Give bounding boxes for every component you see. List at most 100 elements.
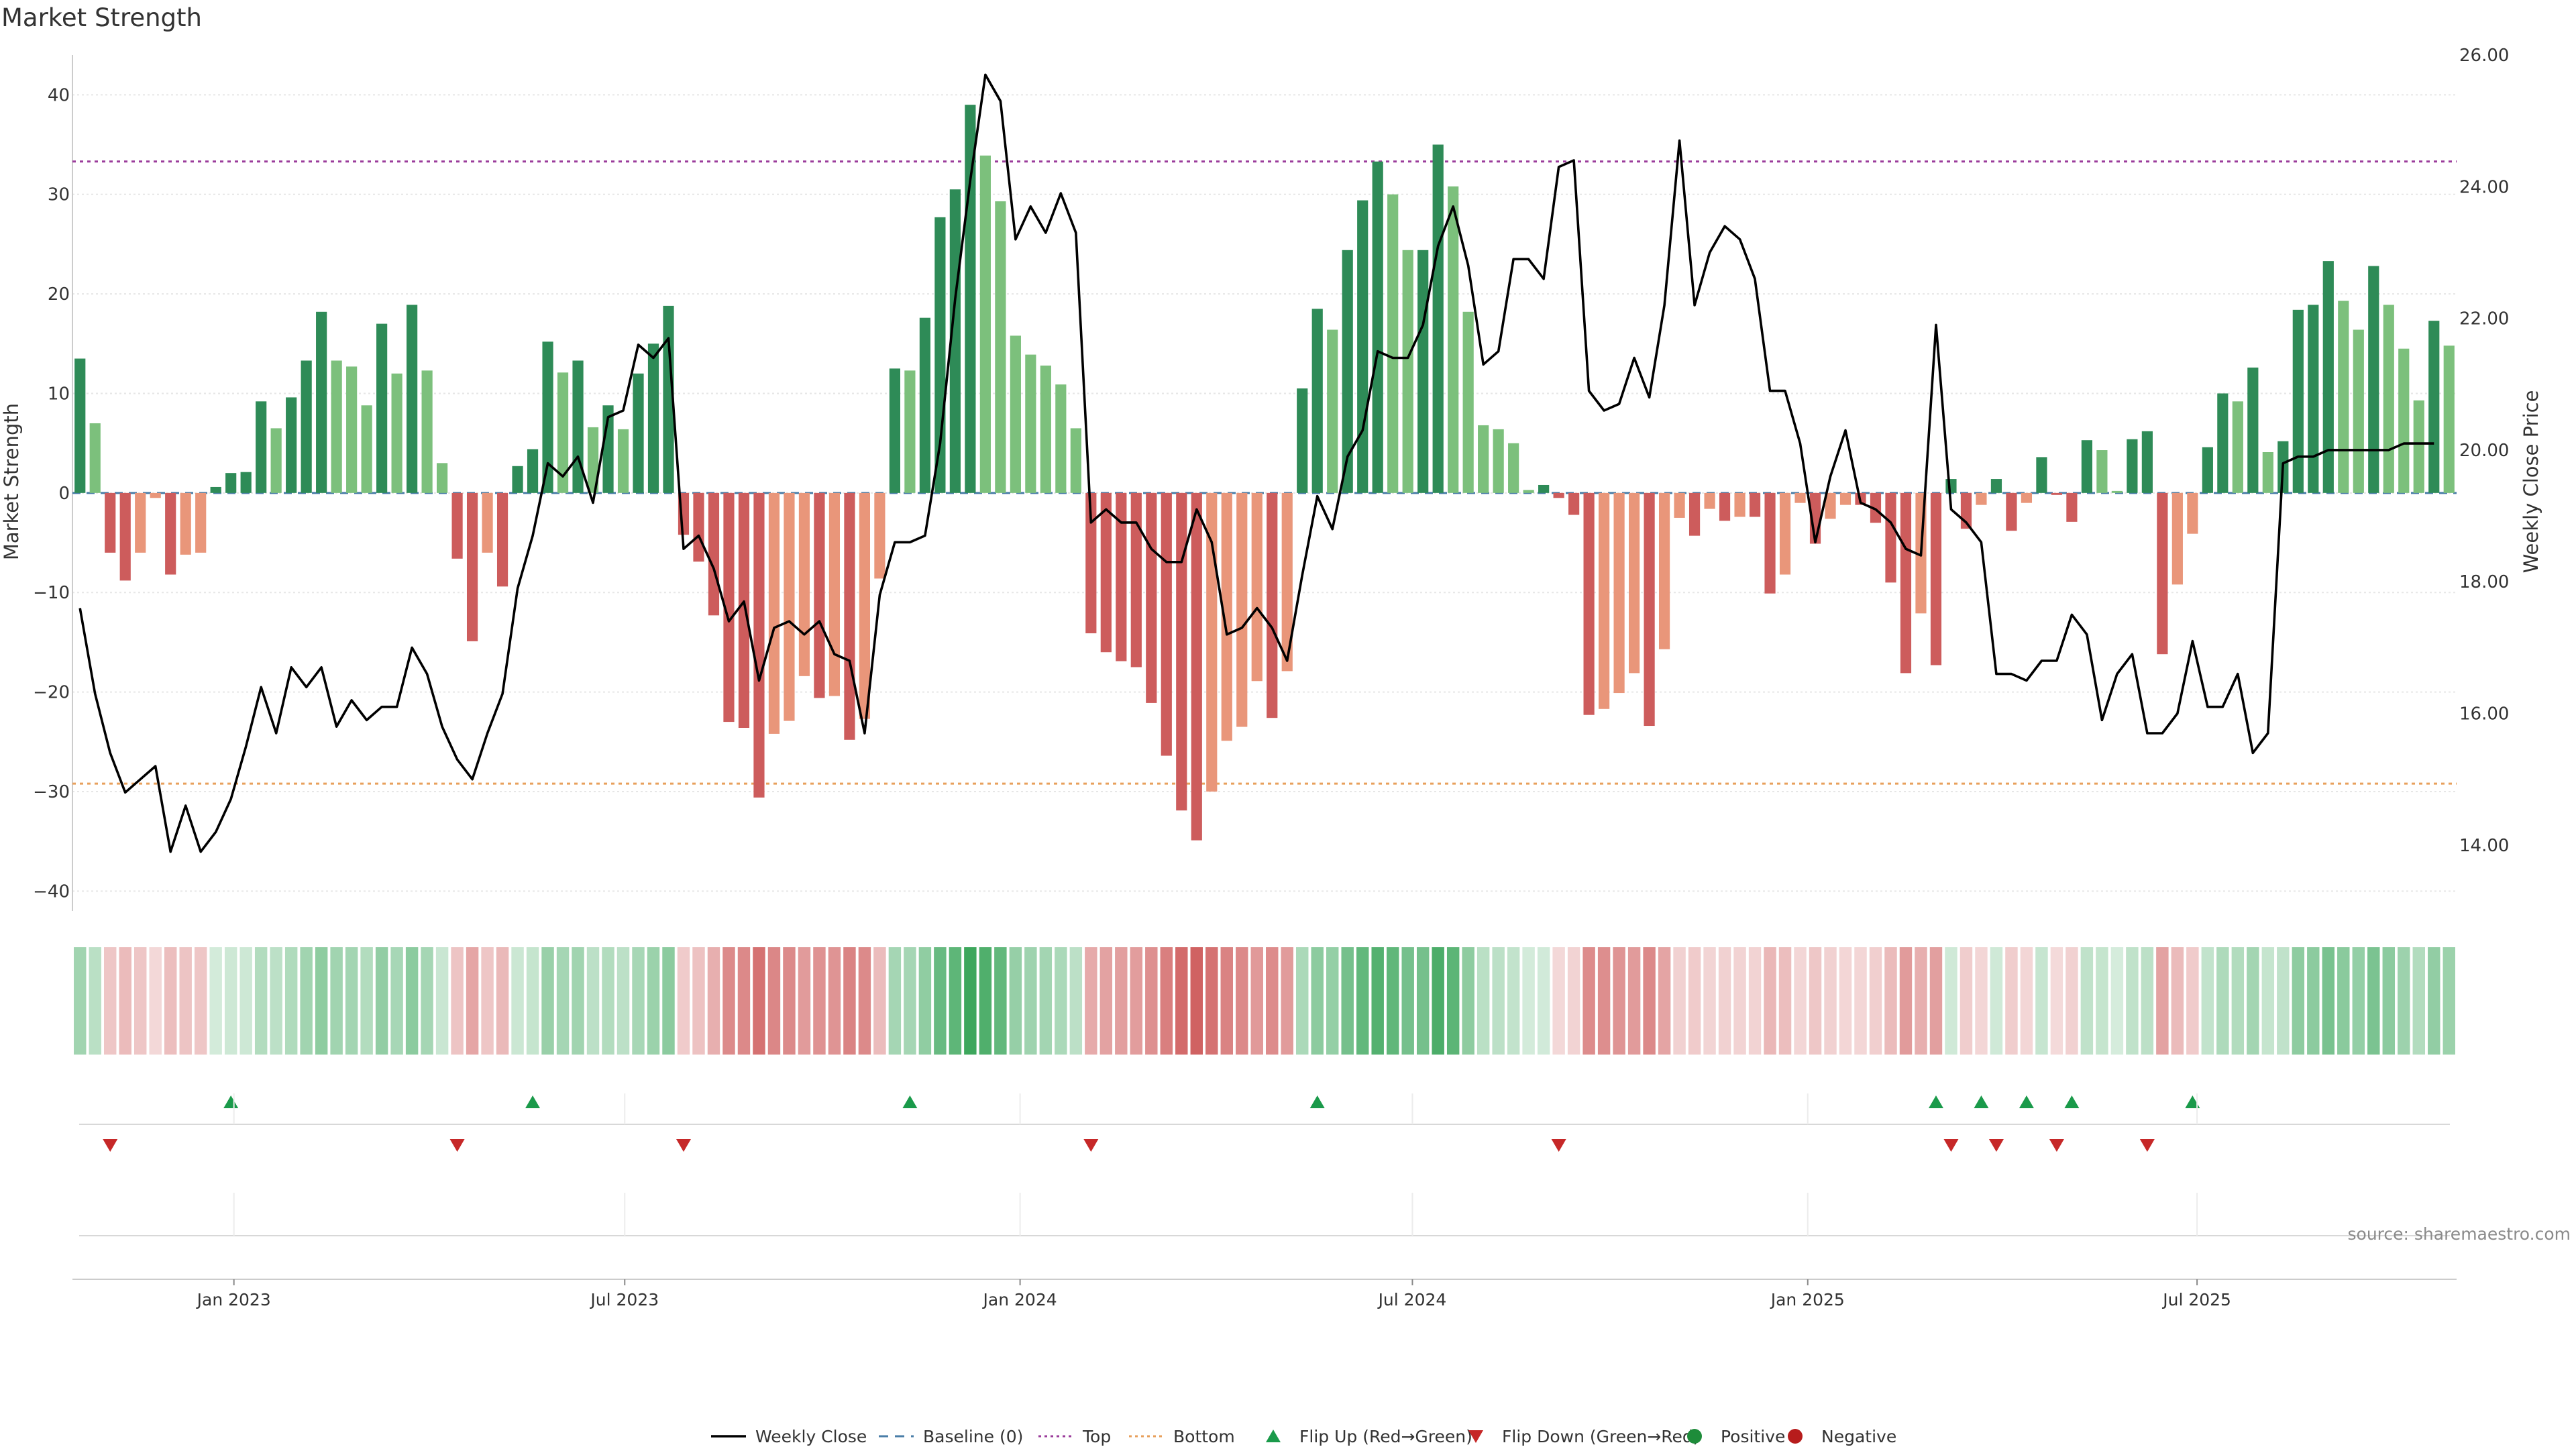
strength-bar [919,317,930,493]
heat-cell [949,947,962,1055]
heat-cell [2443,947,2455,1055]
heat-cell [692,947,705,1055]
heat-cell [677,947,690,1055]
strength-bar [407,305,418,493]
strength-bar [346,366,358,493]
heat-cell [2080,947,2094,1055]
flip-down-marker [2139,1139,2155,1152]
heat-cell [2398,947,2410,1055]
heat-cell [918,947,932,1055]
heat-cell [1446,947,1460,1055]
heat-cell [435,947,449,1055]
heat-cell [1839,947,1852,1055]
heat-cell [1960,947,1973,1055]
heat-cell [1929,947,1943,1055]
x-tick-label: Jul 2025 [2161,1290,2231,1309]
heat-cell [390,947,403,1055]
strength-bar [1599,492,1610,709]
heat-cell [1024,947,1037,1055]
heat-cell [2216,947,2229,1055]
heat-cell [1688,947,1701,1055]
heat-cell [541,947,554,1055]
strength-bar [2157,492,2168,655]
heat-cell [1627,947,1641,1055]
heat-cell [1764,947,1776,1055]
heat-cell [330,947,343,1055]
x-tick-label: Jul 2023 [589,1290,659,1309]
strength-bar [2338,301,2349,493]
strength-bar [949,189,961,493]
y-tick-label: 30 [48,185,70,205]
heat-cell [2322,947,2335,1055]
heat-cell [1809,947,1822,1055]
heat-cell [496,947,509,1055]
heat-cell [1220,947,1233,1055]
heat-cell [1854,947,1867,1055]
x-axis-ticks: Jan 2023 Jul 2023 Jan 2024 Jul 2024 Jan 2025… [196,1093,2231,1309]
strength-bar [451,492,463,559]
y-tick-label: −40 [33,881,70,902]
heat-cell [888,947,902,1055]
weekly-close-line-group [78,73,2434,853]
strength-bar [1448,186,1459,493]
strength-bar [527,449,539,493]
strength-bar [1297,388,1308,493]
strength-bar [1236,492,1248,727]
strength-bar [1357,200,1368,493]
flip-down-marker [676,1139,691,1152]
heat-cell [1537,947,1550,1055]
heat-cell [1884,947,1897,1055]
heat-cell [89,947,101,1055]
heat-cell [74,947,87,1055]
heat-cell [133,947,147,1055]
flip-up-marker [2019,1095,2034,1108]
legend-item: Weekly Close [711,1427,867,1446]
strength-bar [1794,492,1806,503]
chart-title: Market Strength [1,3,202,32]
heat-cell [979,947,992,1055]
strength-bar [889,368,901,493]
heat-cell [1733,947,1746,1055]
strength-bar [2368,266,2379,493]
strength-bar [2127,439,2138,493]
legend: Weekly Close Baseline (0) Top Bottom Flip Up… [711,1427,1896,1446]
legend-flip-up-icon [1266,1430,1281,1442]
weekly-close-line [78,73,2434,853]
heat-cell [2367,947,2380,1055]
heat-cell [451,947,464,1055]
y2-tick-label: 24.00 [2459,177,2509,197]
heat-cell [1899,947,1913,1055]
strength-bar [496,492,508,587]
strength-bar [135,492,146,553]
strength-bar [1523,490,1534,493]
heat-cell [1341,947,1354,1055]
flip-up-marker [1928,1095,1943,1108]
strength-bar [2247,367,2259,493]
heat-cell [1718,947,1731,1055]
y-tick-label: −10 [33,583,70,603]
flip-up-marker [223,1095,239,1108]
strength-bar [1825,492,1836,519]
heat-cell [1326,947,1339,1055]
strength-bar [1100,492,1112,653]
strength-bar [1688,492,1701,536]
heat-cell [994,947,1007,1055]
flip-down-marker [1943,1139,1959,1152]
strength-bar [2111,490,2123,493]
y2-tick-label: 26.00 [2459,46,2509,66]
heat-cell [104,947,117,1055]
strength-bar [2006,492,2017,531]
heat-cell [1673,947,1686,1055]
strength-bar [74,358,86,493]
legend-item: Top [1038,1427,1111,1446]
heat-cell [2231,947,2245,1055]
strength-bar [1146,492,1157,703]
heat-cell [2050,947,2063,1055]
heat-cell [616,947,630,1055]
strength-bar [1055,384,1067,493]
y2-tick-label: 22.00 [2459,309,2509,329]
heat-cell [345,947,358,1055]
heat-cell [194,947,207,1055]
strength-bar [225,473,237,493]
strength-bar [1085,492,1097,634]
